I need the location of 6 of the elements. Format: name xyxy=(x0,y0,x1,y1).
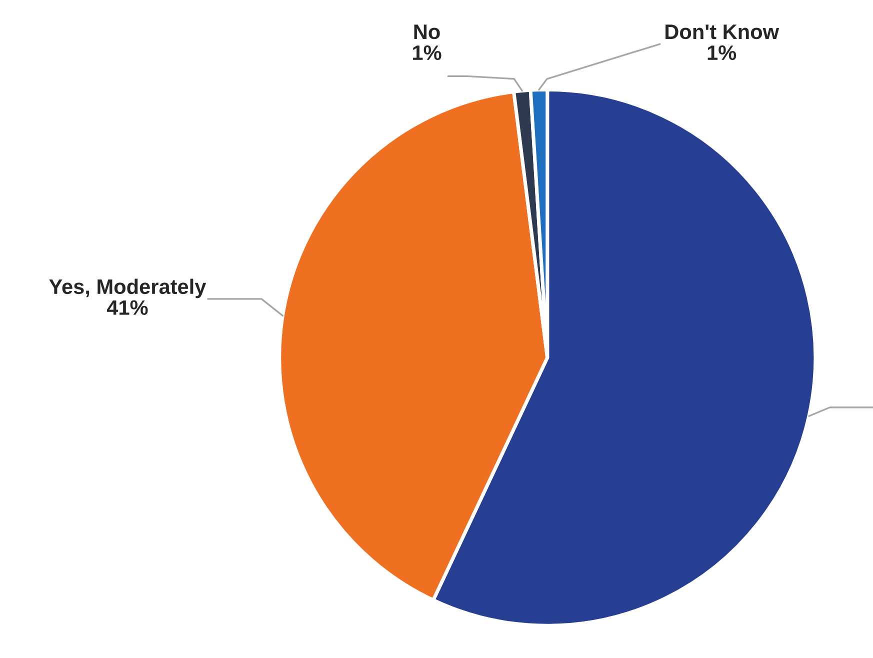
data-label: 1% xyxy=(413,45,442,60)
slice-label: Yes, Moderately xyxy=(49,278,206,298)
data-label: 1% xyxy=(708,45,736,60)
slice-label: No xyxy=(414,24,440,40)
slice-label: Don't Know xyxy=(666,24,780,40)
data-label: 41% xyxy=(106,300,148,315)
